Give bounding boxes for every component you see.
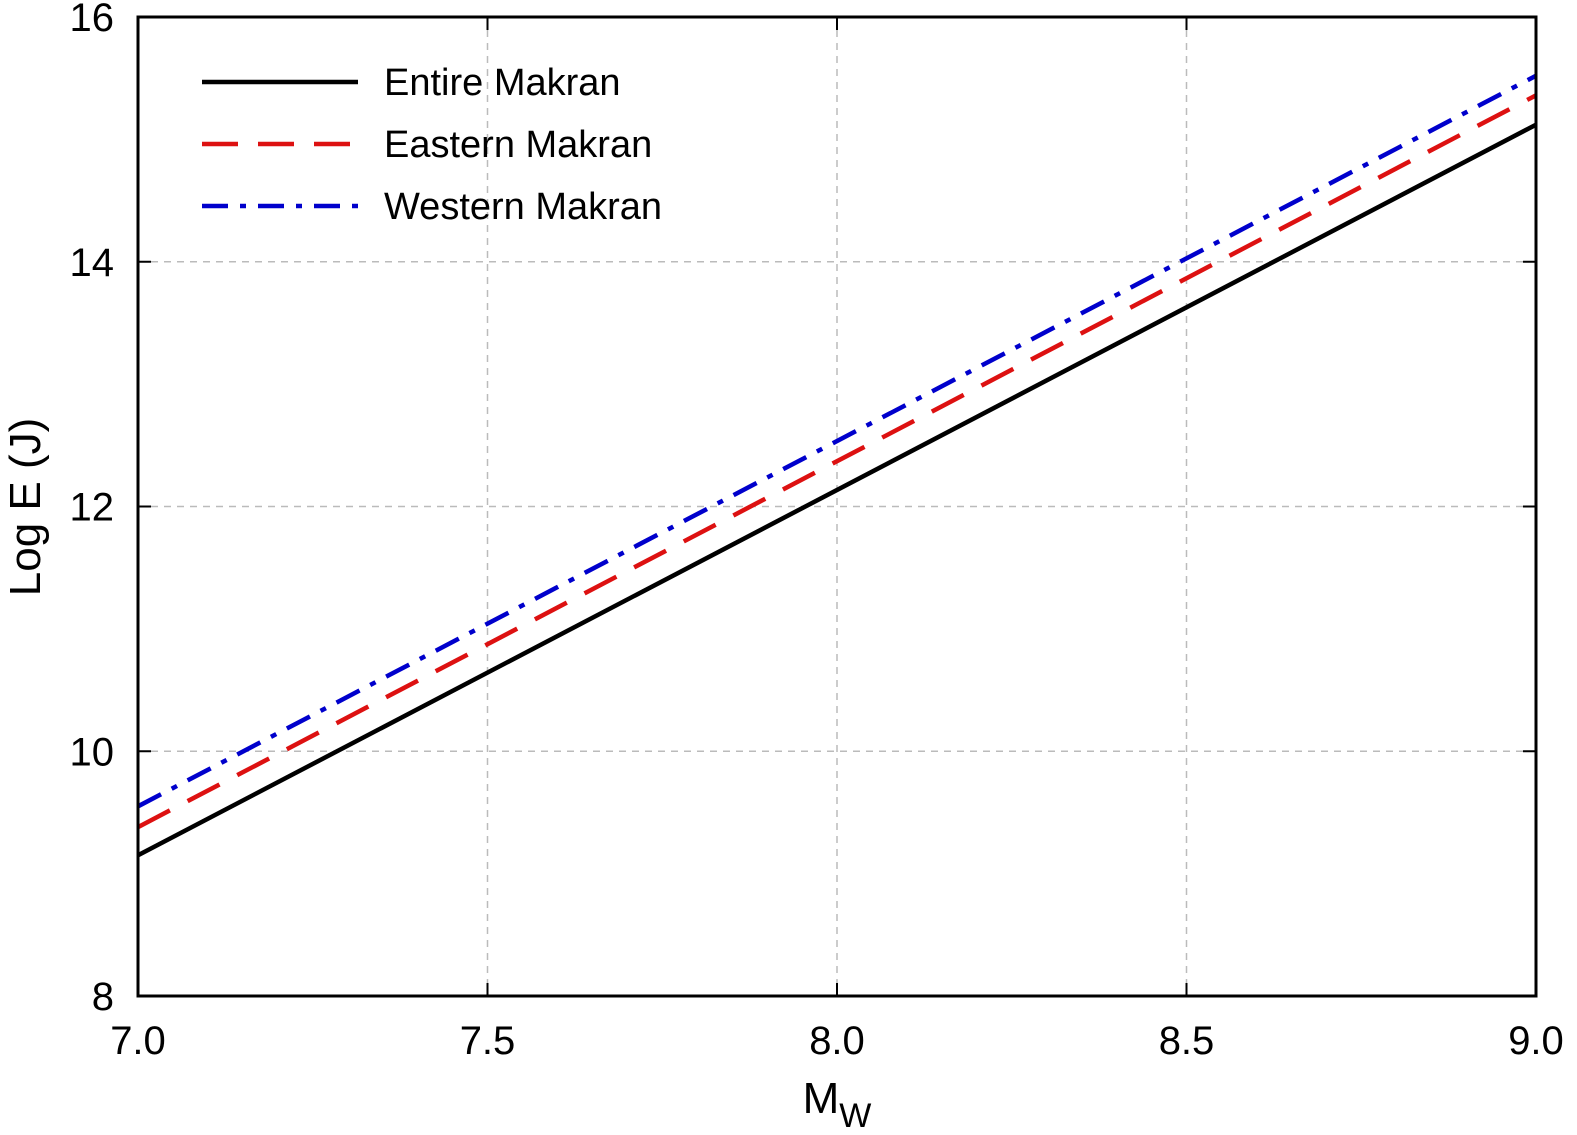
series-line-entire-makran: [138, 122, 1536, 858]
y-tick-label: 16: [70, 0, 115, 40]
y-tick-label: 10: [70, 730, 115, 774]
legend-label: Entire Makran: [384, 62, 621, 104]
x-tick-label: 8.5: [1159, 1019, 1215, 1063]
series-lines: [138, 73, 1536, 858]
x-axis-label-subscript: W: [839, 1097, 871, 1135]
x-tick-label: 9.0: [1508, 1019, 1564, 1063]
legend-label: Eastern Makran: [384, 124, 652, 166]
series-line-western-makran: [138, 73, 1536, 809]
y-tick-label: 8: [92, 975, 114, 1019]
y-tick-label: 12: [70, 486, 115, 530]
x-tick-label: 7.0: [110, 1019, 166, 1063]
x-tick-label: 8.0: [809, 1019, 865, 1063]
series-line-eastern-makran: [138, 93, 1536, 830]
x-axis-label: MW: [803, 1074, 872, 1135]
y-tick-label: 14: [70, 241, 115, 285]
grid-lines: [138, 17, 1536, 996]
axis-ticks: 7.0 7.5 8.0 8.5 9.0 8 10 12 14 16: [70, 0, 1564, 1063]
x-tick-label: 7.5: [460, 1019, 516, 1063]
y-axis-label: Log E (J): [1, 418, 50, 597]
x-axis-label-main: M: [803, 1074, 840, 1123]
legend-label: Western Makran: [384, 186, 662, 228]
legend: Entire Makran Eastern Makran Western Makra…: [202, 62, 662, 228]
